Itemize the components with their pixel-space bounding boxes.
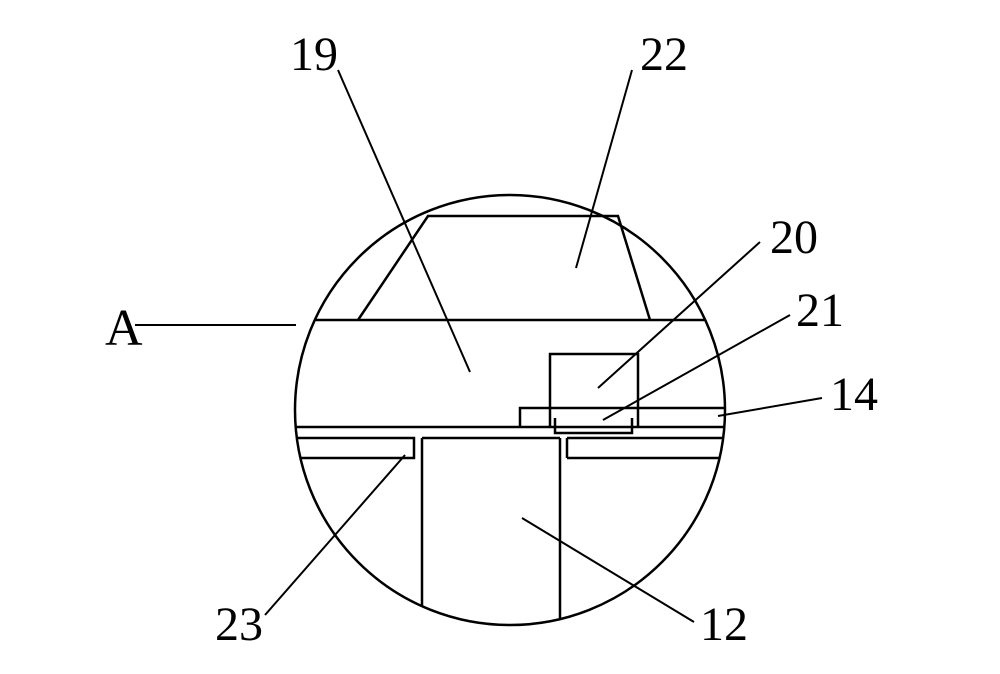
leader-12 xyxy=(522,518,694,622)
label-19: 19 xyxy=(290,28,338,81)
labels: 12 14 19 20 21 22 23 A xyxy=(105,28,878,651)
lower-right-slab xyxy=(567,438,723,458)
label-14: 14 xyxy=(830,368,878,421)
leader-lines xyxy=(135,70,822,622)
leader-21 xyxy=(603,315,790,420)
label-A: A xyxy=(105,300,143,357)
label-20: 20 xyxy=(770,211,818,264)
detail-circle xyxy=(295,195,725,625)
part-22-trapezoid xyxy=(358,216,650,320)
lower-left-slab xyxy=(297,438,414,458)
leader-14 xyxy=(718,398,822,416)
part-21-insert xyxy=(555,418,632,433)
leader-23 xyxy=(265,455,405,615)
label-23: 23 xyxy=(215,598,263,651)
label-12: 12 xyxy=(700,598,748,651)
technical-figure: 12 14 19 20 21 22 23 A xyxy=(0,0,1000,674)
leader-20 xyxy=(598,242,760,388)
label-22: 22 xyxy=(640,28,688,81)
label-21: 21 xyxy=(796,284,844,337)
leader-19 xyxy=(338,70,470,372)
